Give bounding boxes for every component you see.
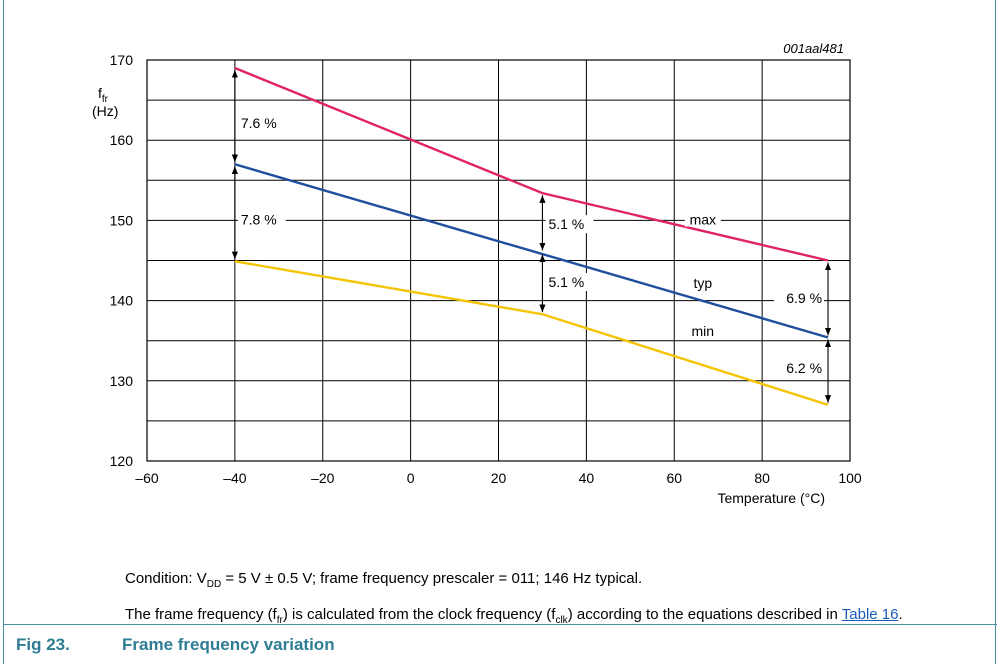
- annotation-label: 6.2 %: [786, 360, 822, 376]
- figure-title: Frame frequency variation: [122, 635, 335, 654]
- y-tick-label: 160: [110, 132, 134, 148]
- y-axis-unit: (Hz): [92, 103, 118, 119]
- x-tick-label: 20: [491, 470, 507, 486]
- plot-border: [146, 59, 851, 462]
- x-tick-label: 80: [754, 470, 770, 486]
- x-tick-label: 60: [666, 470, 682, 486]
- annotation-label-bg: [545, 215, 594, 234]
- annotation-label-bg: [545, 272, 594, 291]
- y-axis-label: ffr: [98, 85, 109, 105]
- table-16-link[interactable]: Table 16: [841, 606, 899, 623]
- x-axis-label: Temperature (°C): [717, 490, 825, 506]
- figure-frame: –60 –40 –20 0 20 40 60 80 100 120 130 140 150 160 170 f…: [3, 0, 997, 665]
- series-line-typ: [234, 163, 829, 339]
- annotation-label: 7.8 %: [241, 211, 277, 227]
- figure-id: 001aal481: [783, 41, 844, 56]
- y-tick-label: 170: [110, 52, 134, 68]
- series-line-max: [234, 66, 829, 262]
- annotation-label-bg: [237, 210, 286, 229]
- y-tick-label: 130: [110, 373, 134, 389]
- figure-title-bar: Fig 23. Frame frequency variation: [4, 624, 997, 665]
- annotation-label: 6.9 %: [786, 290, 822, 306]
- series-label-typ: typ: [693, 275, 712, 291]
- x-tick-label: –40: [223, 470, 247, 486]
- series-label-bg: [684, 273, 721, 290]
- condition-text: Condition: VDD = 5 V ± 0.5 V; frame freq…: [125, 570, 643, 590]
- series-label-bg: [684, 322, 721, 339]
- annotation-label-bg: [237, 114, 286, 133]
- x-tick-label: 100: [838, 470, 862, 486]
- annotation-label: 5.1 %: [548, 274, 584, 290]
- frame-frequency-chart: –60 –40 –20 0 20 40 60 80 100 120 130 140 150 160 170 f…: [92, 41, 862, 506]
- x-tick-label: 0: [407, 470, 415, 486]
- figure-caption: Condition: VDD = 5 V ± 0.5 V; frame freq…: [125, 568, 985, 632]
- series-line-min: [234, 260, 829, 407]
- x-tick-label: –60: [135, 470, 159, 486]
- y-tick-label: 140: [110, 293, 134, 309]
- annotation-label-bg: [774, 358, 825, 377]
- annotation-label: 5.1 %: [548, 216, 584, 232]
- y-tick-label: 120: [110, 453, 134, 469]
- x-tick-label: 40: [579, 470, 595, 486]
- annotation-label: 7.6 %: [241, 115, 277, 131]
- equation-note: The frame frequency (ffr) is calculated …: [125, 606, 903, 626]
- y-tick-label: 150: [110, 212, 134, 228]
- series-label-min: min: [692, 323, 715, 339]
- annotation-label-bg: [774, 288, 825, 307]
- figure-number: Fig 23.: [16, 635, 70, 654]
- series-label-max: max: [690, 212, 716, 228]
- x-tick-label: –20: [311, 470, 335, 486]
- series-label-bg: [684, 210, 721, 227]
